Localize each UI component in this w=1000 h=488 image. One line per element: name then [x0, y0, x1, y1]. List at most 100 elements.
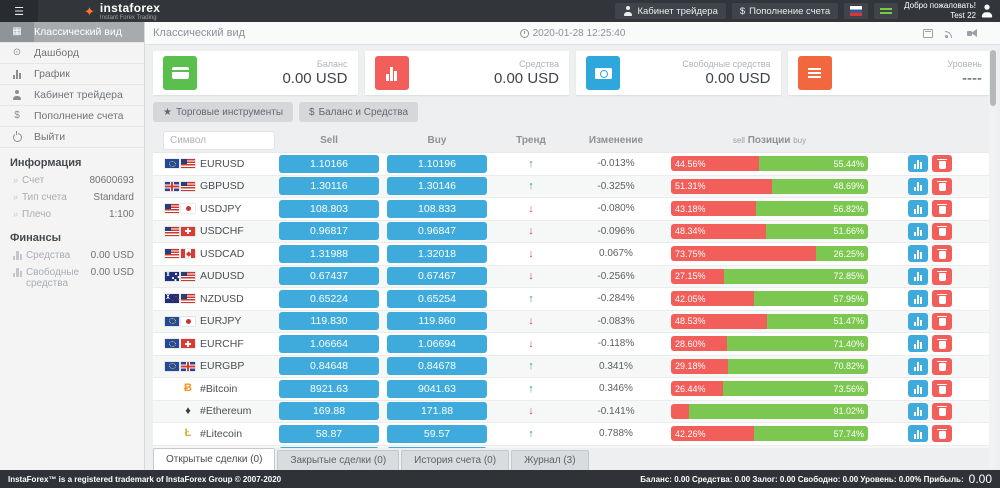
chart-button[interactable] [908, 380, 928, 398]
main-area: Классический вид 2020-01-28 12:25:40 Бал… [145, 22, 1000, 470]
trader-cabinet-button[interactable]: Кабинет трейдера [615, 3, 726, 19]
delete-button[interactable] [932, 177, 952, 195]
megaphone-icon[interactable] [967, 28, 978, 38]
balance-funds-button[interactable]: $ Баланс и Средства [299, 102, 419, 122]
sell-button[interactable]: 8921.63 [279, 379, 379, 398]
sell-button[interactable]: 0.65224 [279, 289, 379, 308]
symbol-cell[interactable]: EURCHF [163, 338, 275, 350]
language-russian-button[interactable] [844, 3, 869, 19]
buy-button[interactable]: 1.30146 [387, 177, 487, 196]
buy-button[interactable]: 0.65254 [387, 289, 487, 308]
symbol-cell[interactable]: Ł #Litecoin [163, 428, 275, 440]
symbol-cell[interactable]: EURGBP [163, 360, 275, 372]
sell-button[interactable]: 0.84648 [279, 357, 379, 376]
symbol-label: EURCHF [200, 337, 244, 350]
symbol-cell[interactable]: ♦ #Ethereum [163, 405, 275, 417]
delete-button[interactable] [932, 155, 952, 173]
sell-button[interactable]: 1.06664 [279, 334, 379, 353]
chart-button[interactable] [908, 312, 928, 330]
rss-icon[interactable] [945, 29, 955, 38]
positions-buy-segment: 71.40% [727, 336, 868, 352]
info-value: 0.00 USD [90, 267, 134, 278]
delete-button[interactable] [932, 335, 952, 353]
sell-button[interactable] [279, 447, 379, 448]
buy-button[interactable]: 0.96847 [387, 222, 487, 241]
sidebar-item[interactable]: ⊙ Дашборд [0, 43, 144, 64]
delete-button[interactable] [932, 357, 952, 375]
delete-button[interactable] [932, 245, 952, 263]
scrollbar-thumb[interactable] [990, 50, 996, 106]
chart-button[interactable] [908, 290, 928, 308]
buy-button[interactable]: 0.67467 [387, 267, 487, 286]
symbol-cell[interactable]: GBPUSD [163, 180, 275, 192]
trend-arrow-icon: ↑ [528, 360, 534, 373]
sidebar-item[interactable]: Кабинет трейдера [0, 85, 144, 106]
trend-arrow-icon: ↑ [528, 180, 534, 193]
symbol-search-input[interactable] [163, 131, 275, 150]
buy-button[interactable]: 171.88 [387, 402, 487, 421]
delete-button[interactable] [932, 402, 952, 420]
sidebar-item[interactable]: График [0, 64, 144, 85]
deposit-button[interactable]: $ Пополнение счета [731, 3, 839, 19]
tab[interactable]: Журнал (3) [511, 450, 589, 470]
tab[interactable]: История счета (0) [401, 450, 510, 470]
sell-button[interactable]: 1.10166 [279, 154, 379, 173]
symbol-cell[interactable]: USDCAD [163, 248, 275, 260]
positions-buy-segment: 57.95% [753, 291, 868, 307]
buy-button[interactable]: 0.84678 [387, 357, 487, 376]
chart-button[interactable] [908, 267, 928, 285]
calendar-icon[interactable] [923, 28, 933, 38]
chart-button[interactable] [908, 402, 928, 420]
symbol-cell[interactable]: AUDUSD [163, 270, 275, 282]
chart-button[interactable] [908, 155, 928, 173]
chart-button[interactable] [908, 200, 928, 218]
delete-button[interactable] [932, 380, 952, 398]
delete-button[interactable] [932, 222, 952, 240]
tab[interactable]: Закрытые сделки (0) [277, 450, 400, 470]
avatar[interactable] [981, 4, 994, 18]
buy-button[interactable] [387, 447, 487, 448]
hamburger-menu-icon[interactable]: ☰ [0, 0, 38, 22]
sell-button[interactable]: 108.803 [279, 199, 379, 218]
buy-button[interactable]: 108.833 [387, 199, 487, 218]
sell-button[interactable]: 58.87 [279, 424, 379, 443]
symbol-cell[interactable]: NZDUSD [163, 293, 275, 305]
sell-button[interactable]: 1.30116 [279, 177, 379, 196]
sell-button[interactable]: 1.31988 [279, 244, 379, 263]
table-row: USDCHF 0.96817 0.96847 ↓ -0.096% 48.34% … [153, 220, 992, 243]
language-secondary-button[interactable] [874, 3, 899, 19]
table-row: Ƀ #Bitcoin 8921.63 9041.63 ↑ 0.346% 26.4… [153, 378, 992, 401]
sidebar-item[interactable]: ▦ Классический вид [0, 22, 144, 43]
symbol-cell[interactable]: EURUSD [163, 158, 275, 170]
buy-button[interactable]: 1.32018 [387, 244, 487, 263]
buy-button[interactable]: 59.57 [387, 424, 487, 443]
sell-button[interactable]: 119.830 [279, 312, 379, 331]
sidebar-item[interactable]: $ Пополнение счета [0, 106, 144, 127]
delete-button[interactable] [932, 200, 952, 218]
symbol-cell[interactable]: EURJPY [163, 315, 275, 327]
symbol-cell[interactable]: Ƀ #Bitcoin [163, 383, 275, 395]
buy-button[interactable]: 119.860 [387, 312, 487, 331]
chart-button[interactable] [908, 335, 928, 353]
sidebar-item[interactable]: Выйти [0, 127, 144, 148]
chart-button[interactable] [908, 177, 928, 195]
delete-button[interactable] [932, 312, 952, 330]
chart-button[interactable] [908, 245, 928, 263]
symbol-cell[interactable]: USDJPY [163, 203, 275, 215]
tab[interactable]: Открытые сделки (0) [153, 448, 276, 470]
delete-button[interactable] [932, 267, 952, 285]
chart-button[interactable] [908, 425, 928, 443]
sell-button[interactable]: 169.88 [279, 402, 379, 421]
buy-button[interactable]: 1.10196 [387, 154, 487, 173]
trading-instruments-button[interactable]: ★ Торговые инструменты [153, 102, 293, 122]
scrollbar[interactable] [989, 48, 997, 468]
chart-button[interactable] [908, 357, 928, 375]
symbol-cell[interactable]: USDCHF [163, 225, 275, 237]
chart-button[interactable] [908, 222, 928, 240]
delete-button[interactable] [932, 290, 952, 308]
buy-button[interactable]: 9041.63 [387, 379, 487, 398]
sell-button[interactable]: 0.67437 [279, 267, 379, 286]
sell-button[interactable]: 0.96817 [279, 222, 379, 241]
delete-button[interactable] [932, 425, 952, 443]
buy-button[interactable]: 1.06694 [387, 334, 487, 353]
